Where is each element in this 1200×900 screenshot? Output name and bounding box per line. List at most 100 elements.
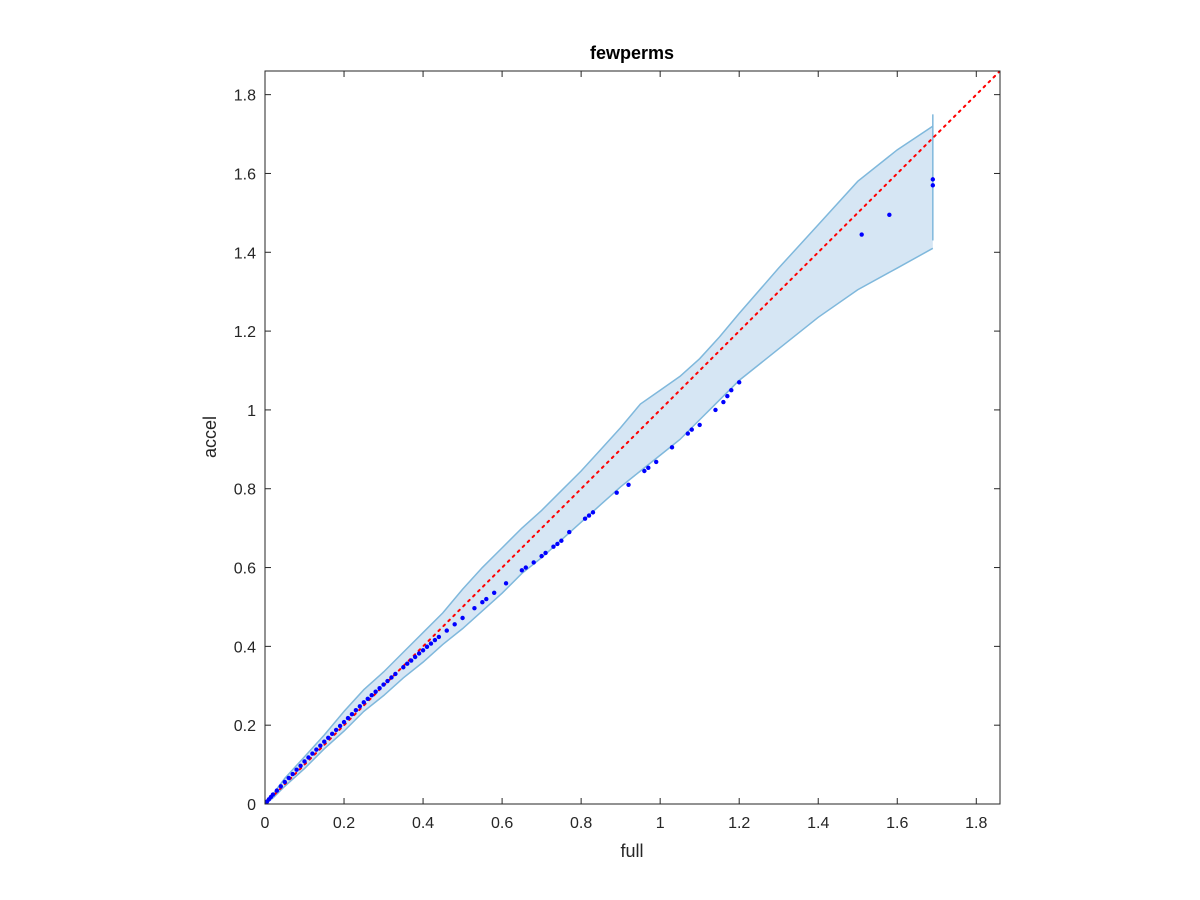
data-point bbox=[381, 682, 386, 687]
x-tick-label: 0.6 bbox=[491, 815, 513, 832]
data-point bbox=[697, 422, 702, 428]
data-point bbox=[294, 767, 299, 772]
data-point bbox=[551, 544, 556, 549]
y-tick-label: 1.4 bbox=[234, 245, 256, 262]
y-tick-label: 1.8 bbox=[234, 88, 256, 105]
data-point bbox=[713, 407, 718, 413]
data-point bbox=[278, 784, 284, 789]
data-point bbox=[306, 755, 311, 760]
x-tick-label: 1.8 bbox=[965, 815, 987, 832]
data-point bbox=[349, 711, 355, 717]
data-point bbox=[329, 731, 335, 737]
data-point bbox=[491, 590, 497, 595]
data-point bbox=[337, 723, 343, 729]
data-point bbox=[543, 550, 548, 556]
data-point bbox=[452, 622, 457, 627]
data-point bbox=[586, 513, 592, 518]
data-point bbox=[531, 560, 536, 565]
data-point bbox=[930, 177, 936, 182]
scatter-points bbox=[265, 177, 936, 804]
data-point bbox=[654, 459, 659, 465]
data-point bbox=[736, 380, 742, 385]
data-point bbox=[333, 727, 339, 733]
data-point bbox=[436, 634, 442, 640]
data-point bbox=[689, 427, 694, 432]
data-point bbox=[460, 615, 465, 621]
x-tick-label: 0 bbox=[261, 815, 270, 832]
data-point bbox=[503, 581, 509, 586]
data-point bbox=[416, 651, 422, 656]
data-point bbox=[357, 704, 363, 709]
chart-title: fewperms bbox=[590, 43, 674, 63]
confidence-band-fill bbox=[265, 126, 933, 804]
data-point bbox=[472, 605, 477, 611]
data-point bbox=[322, 739, 327, 744]
data-point bbox=[353, 708, 359, 713]
data-point bbox=[345, 715, 351, 721]
x-tick-label: 0.4 bbox=[412, 815, 434, 832]
plot-area bbox=[265, 71, 1000, 804]
data-point bbox=[859, 232, 864, 237]
data-point bbox=[401, 665, 406, 670]
data-point bbox=[409, 658, 414, 663]
data-point bbox=[539, 553, 544, 559]
x-tick-label: 1.2 bbox=[728, 815, 750, 832]
y-tick-label: 0.4 bbox=[234, 639, 256, 656]
data-point bbox=[484, 596, 489, 602]
data-point bbox=[393, 671, 398, 677]
data-point bbox=[582, 516, 588, 521]
x-tick-label: 1 bbox=[656, 815, 665, 832]
data-point bbox=[729, 388, 734, 393]
data-point bbox=[310, 751, 315, 756]
data-point bbox=[432, 637, 438, 643]
y-axis-label: accel bbox=[200, 416, 220, 458]
data-point bbox=[389, 675, 394, 680]
data-point bbox=[286, 775, 291, 781]
data-point bbox=[590, 510, 596, 515]
data-point bbox=[270, 792, 276, 797]
y-tick-label: 0 bbox=[247, 797, 256, 814]
data-point bbox=[274, 788, 280, 793]
data-point bbox=[559, 538, 564, 543]
data-point bbox=[290, 771, 295, 777]
data-point bbox=[385, 678, 390, 684]
data-point bbox=[424, 644, 430, 649]
confidence-band-upper-edge bbox=[265, 125, 934, 804]
x-tick-label: 1.4 bbox=[807, 815, 829, 832]
data-point bbox=[444, 628, 449, 633]
y-tick-label: 1.6 bbox=[234, 166, 256, 183]
x-tick-label: 0.8 bbox=[570, 815, 592, 832]
data-point bbox=[377, 685, 382, 691]
data-point bbox=[930, 183, 936, 188]
data-point bbox=[669, 445, 675, 450]
data-point bbox=[480, 600, 485, 605]
data-point bbox=[326, 735, 331, 740]
data-point bbox=[626, 482, 631, 487]
data-point bbox=[412, 654, 418, 660]
data-point bbox=[405, 661, 410, 666]
reference-diagonal-line bbox=[265, 71, 1000, 804]
data-point bbox=[555, 541, 560, 547]
data-point bbox=[428, 641, 434, 646]
data-point bbox=[523, 565, 529, 570]
data-point bbox=[642, 468, 647, 474]
data-point bbox=[420, 648, 426, 653]
x-axis-label: full bbox=[620, 841, 643, 861]
y-tick-label: 0.2 bbox=[234, 718, 256, 735]
data-point bbox=[725, 393, 730, 399]
data-point bbox=[614, 490, 619, 495]
y-tick-label: 0.6 bbox=[234, 561, 256, 578]
data-point bbox=[302, 759, 307, 764]
data-point bbox=[646, 465, 651, 471]
x-tick-label: 0.2 bbox=[333, 815, 355, 832]
confidence-band-lower-edge bbox=[265, 247, 934, 804]
data-point bbox=[298, 763, 303, 768]
data-point bbox=[365, 696, 370, 701]
data-point bbox=[318, 743, 323, 748]
data-point bbox=[361, 700, 366, 705]
data-point bbox=[369, 693, 374, 698]
data-point bbox=[519, 568, 525, 573]
data-point bbox=[282, 779, 287, 785]
axes-box bbox=[264, 70, 1001, 805]
